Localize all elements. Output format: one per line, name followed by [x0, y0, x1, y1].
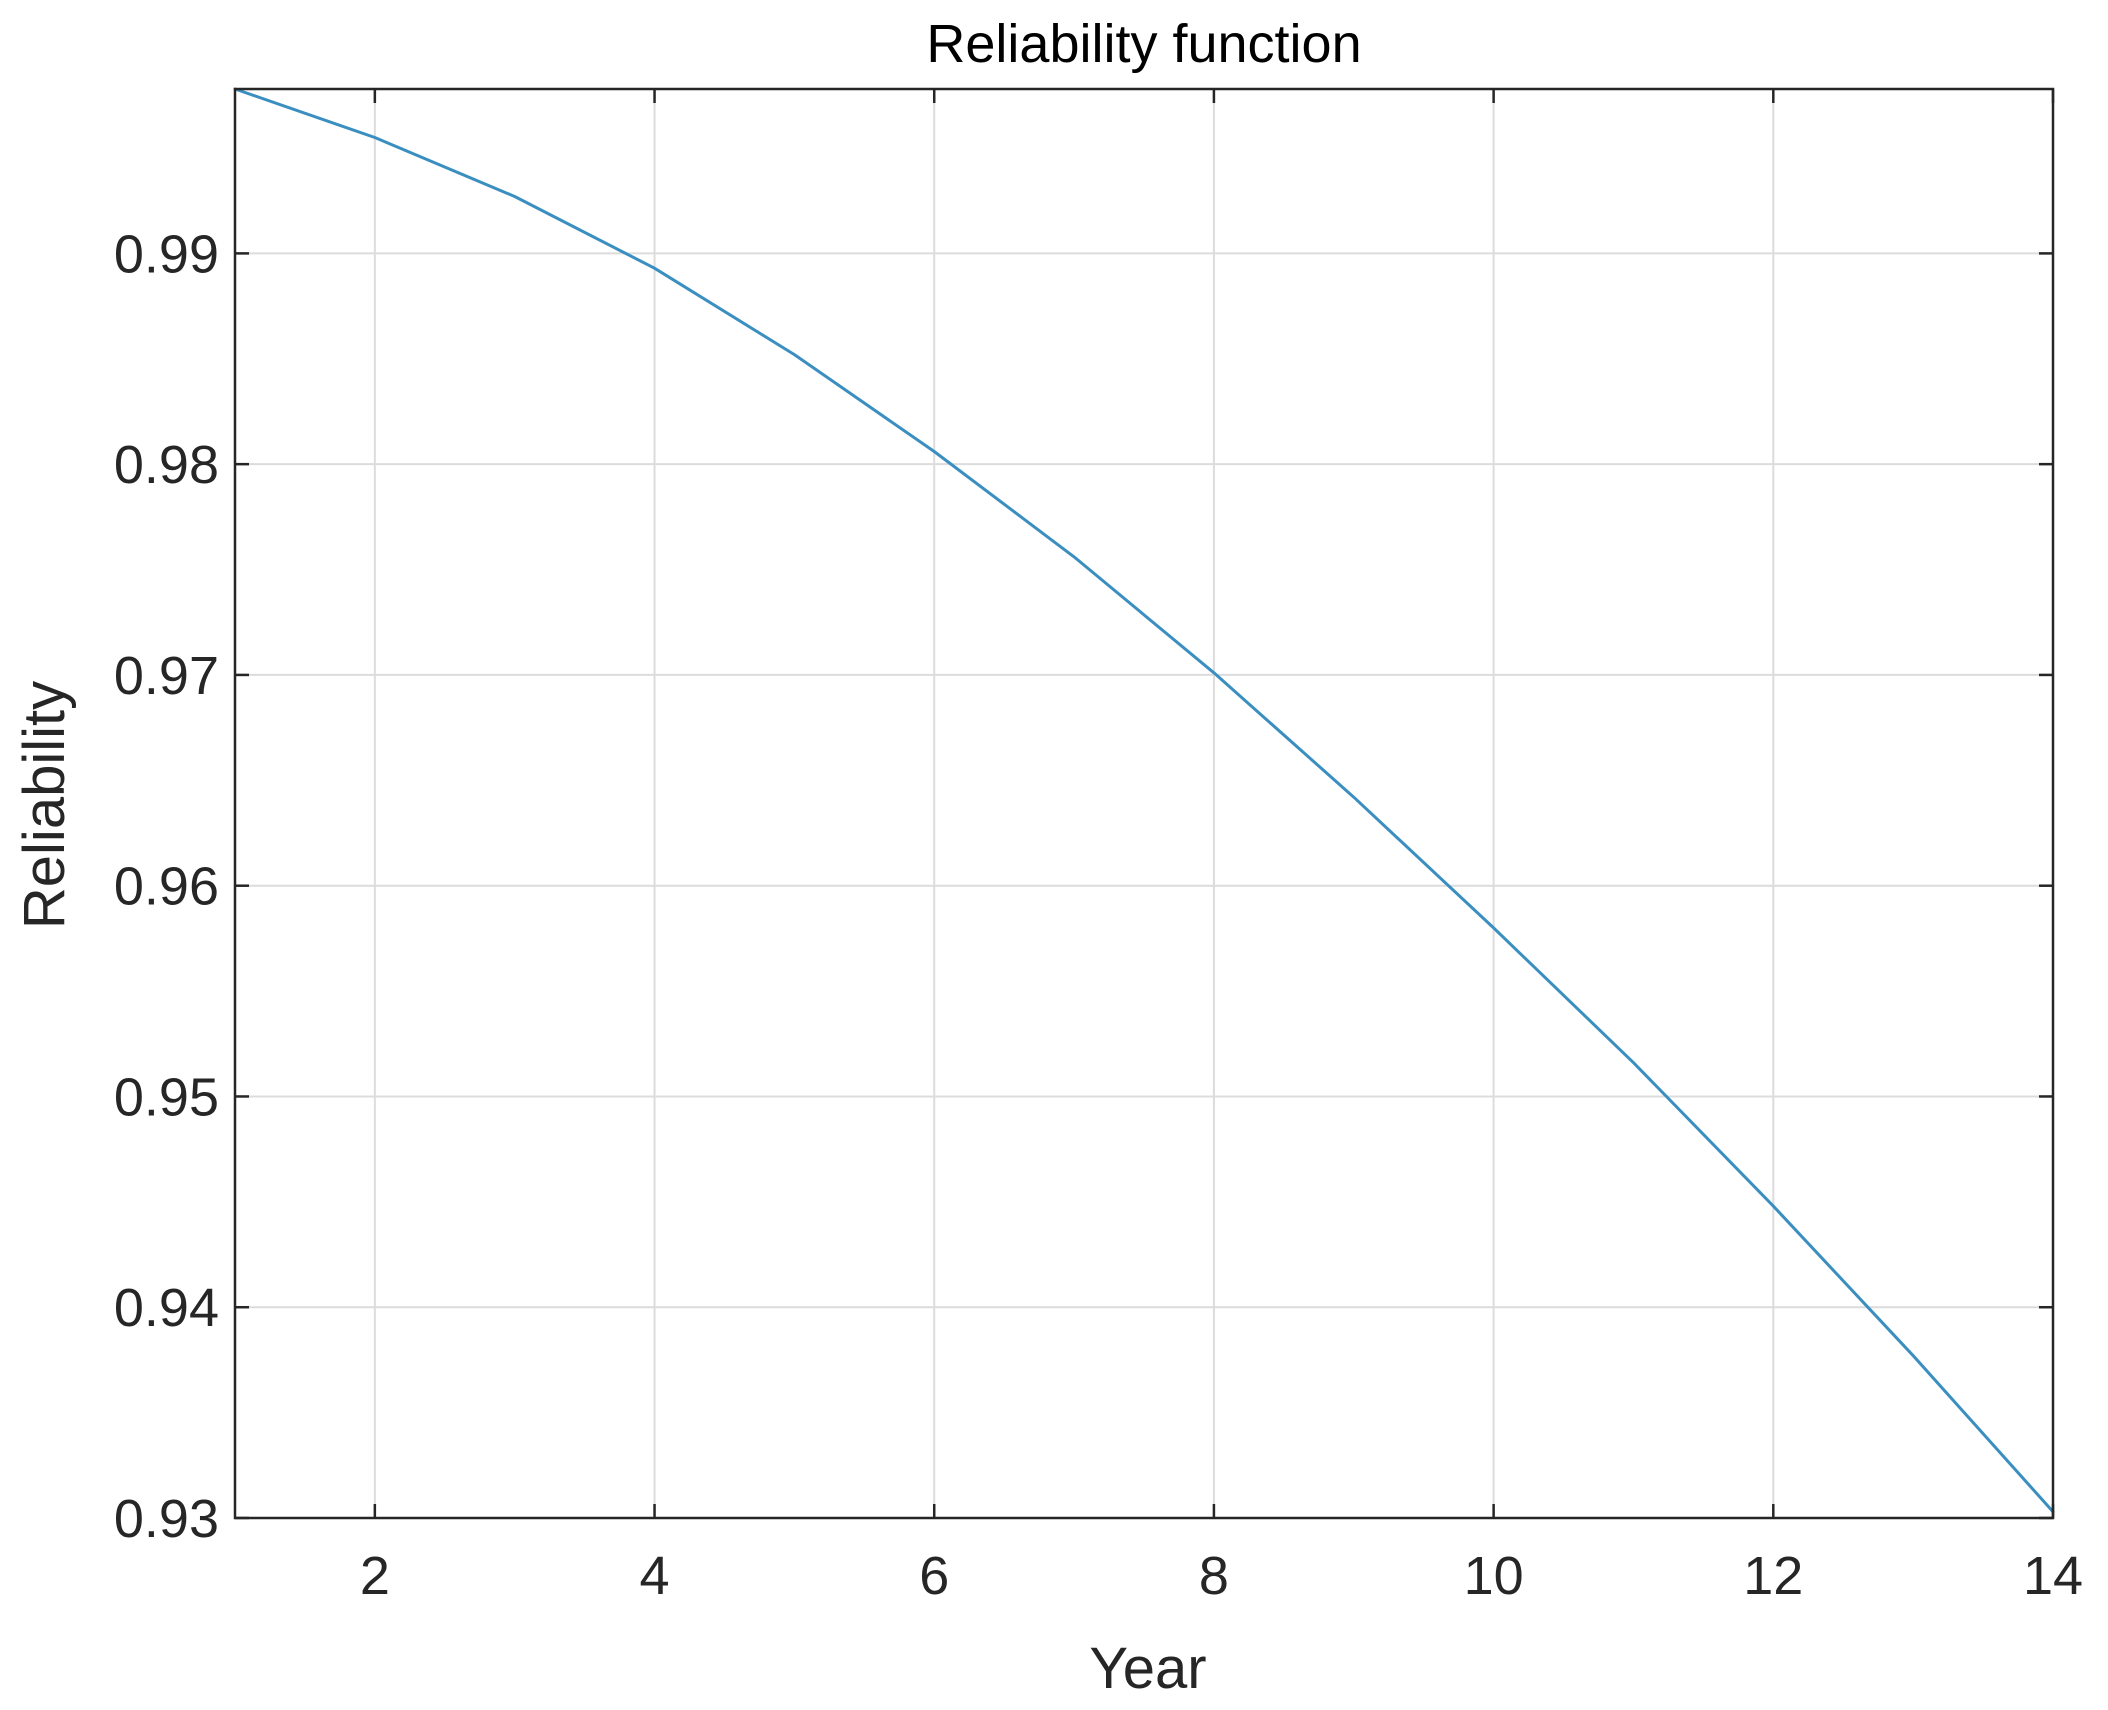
y-axis-label: Reliability	[12, 681, 77, 929]
x-tick-label: 4	[640, 1546, 670, 1606]
y-tick-label: 0.99	[114, 224, 219, 284]
reliability-series-line	[233, 87, 2055, 1514]
y-tick-label: 0.95	[114, 1067, 219, 1127]
y-tick-label: 0.98	[114, 435, 219, 495]
series-layer	[233, 87, 2055, 1514]
chart-title: Reliability function	[926, 14, 1361, 74]
x-tick-label: 2	[360, 1546, 390, 1606]
y-tick-labels: 0.93 0.94 0.95 0.96 0.97 0.98 0.99	[114, 224, 219, 1549]
x-tick-label: 14	[2023, 1546, 2083, 1606]
plot-frame	[233, 87, 2055, 1520]
y-tick-label: 0.97	[114, 646, 219, 706]
x-axis-label: Year	[1089, 1636, 1206, 1701]
y-tick-label: 0.96	[114, 857, 219, 917]
tick-marks	[235, 89, 2055, 1520]
y-tick-label: 0.93	[114, 1489, 219, 1549]
grid-lines	[235, 89, 2054, 1519]
x-tick-label: 12	[1743, 1546, 1803, 1606]
x-tick-label: 10	[1464, 1546, 1524, 1606]
x-tick-labels: 2 4 6 8 10 12 14	[360, 1546, 2083, 1606]
plot-area	[235, 89, 2053, 1518]
x-tick-label: 6	[919, 1546, 949, 1606]
y-tick-label: 0.94	[114, 1278, 219, 1338]
x-tick-label: 8	[1199, 1546, 1229, 1606]
